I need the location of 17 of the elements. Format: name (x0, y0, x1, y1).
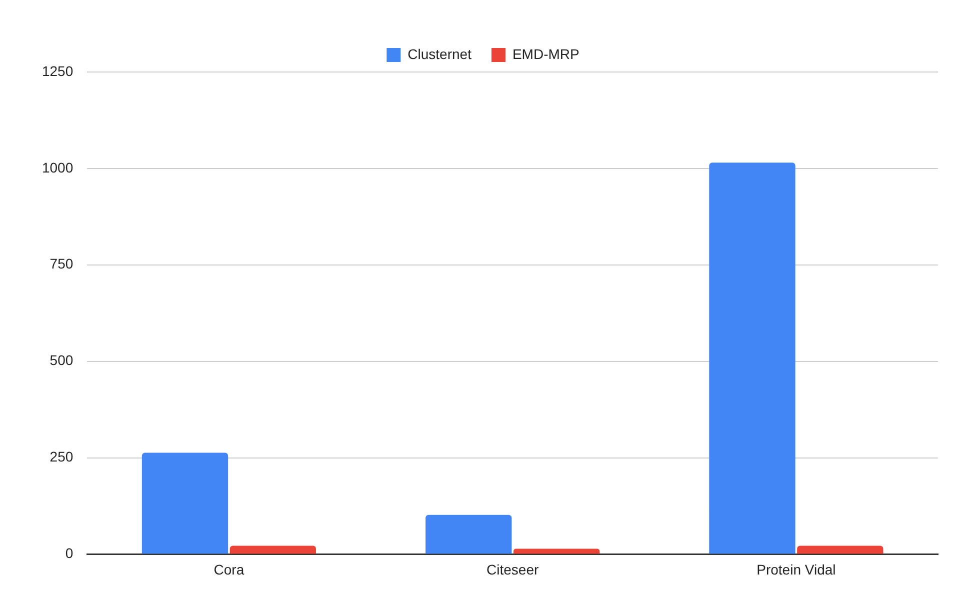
bar (230, 546, 316, 554)
y-tick-label: 250 (50, 448, 74, 465)
bar (709, 162, 796, 554)
y-tick-label: 1250 (42, 62, 74, 79)
x-tick-label: Cora (214, 561, 244, 578)
y-tick-label: 750 (50, 256, 74, 272)
bar (797, 546, 884, 554)
y-tick-label: 500 (50, 352, 74, 368)
bar (142, 452, 228, 554)
legend-label: Clusternet (408, 46, 472, 62)
x-tick-label: Citeseer (486, 561, 539, 578)
bar (513, 548, 600, 554)
y-tick-label: 1000 (42, 159, 74, 176)
legend-label: EMD-MRP (512, 46, 580, 62)
bar (426, 514, 512, 554)
y-tick-label: 0 (65, 545, 74, 562)
x-tick-label: Protein Vidal (756, 561, 836, 578)
